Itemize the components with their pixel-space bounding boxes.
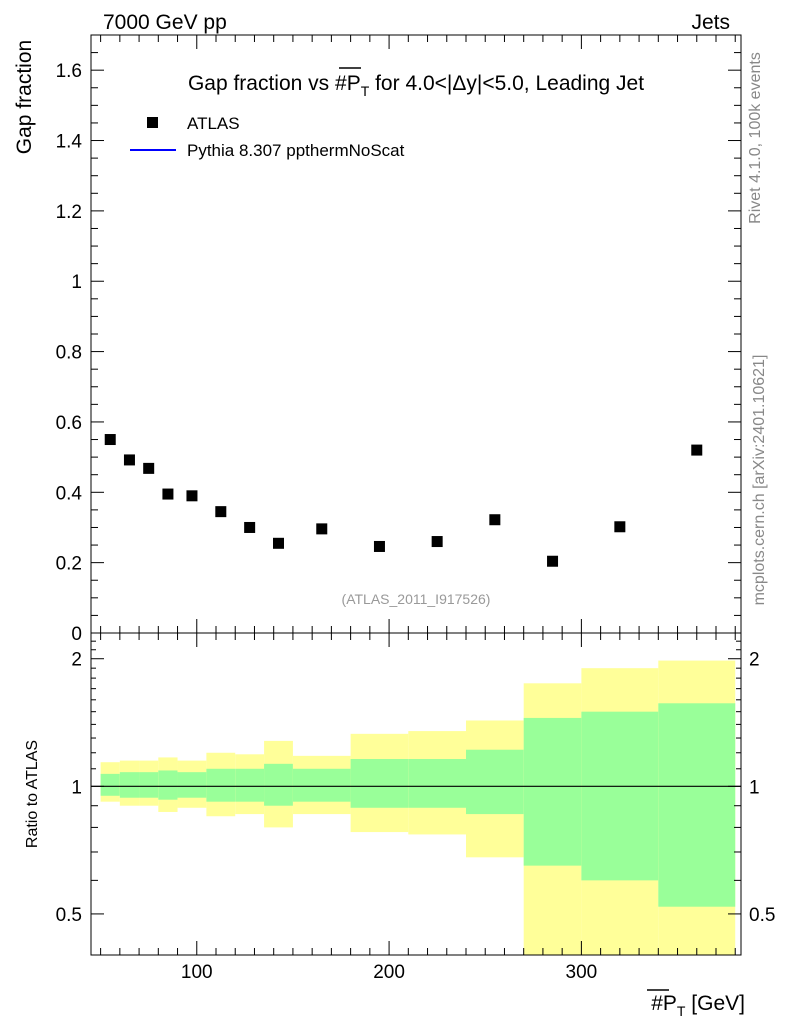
- analysis-watermark: (ATLAS_2011_I917526): [342, 591, 491, 607]
- xlabel-variable: P: [663, 992, 677, 1015]
- title-prefix: Gap fraction vs #: [188, 72, 347, 95]
- x-tick-label: 300: [566, 962, 598, 983]
- legend-pythia-label: Pythia 8.307 ppthermNoScat: [187, 141, 405, 160]
- green-band: [581, 711, 659, 881]
- main-y-tick-label: 1.6: [56, 61, 82, 82]
- title-subscript: T: [361, 83, 370, 99]
- green-band: [523, 717, 582, 866]
- green-band: [100, 773, 120, 796]
- ratio-y-tick-label-right: 0.5: [749, 905, 775, 926]
- ratio-ylabel: Ratio to ATLAS: [24, 740, 41, 848]
- atlas-data-point: [431, 536, 443, 548]
- atlas-data-point: [186, 490, 198, 502]
- atlas-data-points: [104, 434, 703, 567]
- ratio-ticks: [91, 633, 741, 956]
- ratio-y-tick-label-left: 2: [71, 650, 82, 671]
- main-panel: 0 0.2 0.4 0.6 0.8 1 1.2 1.4 1.6 (ATLAS_2011_I917…: [56, 34, 742, 645]
- x-tick-labels: 100 200 300: [181, 962, 597, 983]
- jets-label: Jets: [691, 11, 730, 34]
- green-band: [658, 703, 736, 907]
- ratio-uncertainty-bands: [100, 660, 736, 955]
- main-ylabel: Gap fraction: [13, 40, 36, 154]
- x-tick-label: 100: [181, 962, 213, 983]
- atlas-data-point: [162, 488, 174, 500]
- rivet-label: Rivet 4.1.0, 100k events: [747, 52, 764, 224]
- chart-title: Gap fraction vs #PT for 4.0<|Δy|<5.0, Le…: [188, 72, 644, 99]
- green-band: [350, 759, 409, 808]
- atlas-data-point: [244, 521, 256, 533]
- green-band: [158, 770, 178, 800]
- atlas-data-point: [143, 462, 155, 474]
- atlas-data-point: [123, 454, 135, 466]
- main-y-tick-label: 1: [71, 272, 82, 293]
- atlas-data-point: [273, 537, 284, 549]
- green-band: [292, 768, 351, 802]
- main-y-tick-label: 1.4: [56, 132, 83, 153]
- main-y-tick-label: 0.4: [56, 483, 83, 504]
- green-band: [264, 763, 293, 806]
- source-label: mcplots.cern.ch [arXiv:2401.10621]: [751, 355, 768, 606]
- green-band: [466, 749, 524, 815]
- main-y-tick-labels: 0 0.2 0.4 0.6 0.8 1 1.2 1.4 1.6: [56, 61, 83, 645]
- x-tick-label: 200: [373, 962, 405, 983]
- title-suffix: for 4.0<|Δy|<5.0, Leading Jet: [369, 72, 644, 95]
- atlas-data-point: [547, 555, 559, 567]
- xlabel-suffix: [GeV]: [685, 992, 745, 1015]
- ratio-y-tick-labels: 0.5 0.5 1 1 2 2: [56, 650, 776, 926]
- xlabel-prefix: #: [651, 992, 663, 1015]
- atlas-data-point: [104, 434, 116, 446]
- ratio-panel: 0.5 0.5 1 1 2 2 100 200 300: [56, 632, 776, 983]
- main-y-tick-label: 0.8: [56, 343, 82, 364]
- green-band: [139, 772, 159, 798]
- ratio-y-tick-label-left: 1: [71, 777, 82, 798]
- ratio-frame: [90, 632, 742, 956]
- atlas-data-point: [316, 523, 328, 535]
- ratio-y-tick-label-right: 1: [749, 777, 760, 798]
- atlas-data-point: [373, 540, 385, 552]
- atlas-data-point: [614, 521, 626, 533]
- green-band: [119, 772, 140, 798]
- main-y-tick-label: 0.6: [56, 413, 82, 434]
- atlas-data-point: [489, 514, 501, 526]
- main-ticks: [91, 34, 741, 634]
- atlas-data-point: [215, 506, 227, 518]
- xlabel-subscript: T: [677, 1003, 686, 1019]
- main-y-tick-label: 1.2: [56, 202, 82, 223]
- legend-atlas-marker: [147, 117, 158, 128]
- green-band: [235, 768, 265, 802]
- main-y-tick-label: 0: [71, 624, 82, 645]
- green-band: [206, 768, 236, 802]
- atlas-data-point: [691, 444, 703, 456]
- ratio-y-tick-label-left: 0.5: [56, 905, 82, 926]
- energy-label: 7000 GeV pp: [103, 11, 227, 34]
- green-band: [177, 772, 207, 798]
- ratio-y-tick-label-right: 2: [749, 650, 760, 671]
- title-variable: P: [347, 72, 361, 95]
- legend-atlas-label: ATLAS: [187, 114, 240, 133]
- x-axis-title: #PT [GeV]: [651, 992, 745, 1019]
- main-y-tick-label: 0.2: [56, 554, 82, 575]
- green-band: [408, 759, 466, 808]
